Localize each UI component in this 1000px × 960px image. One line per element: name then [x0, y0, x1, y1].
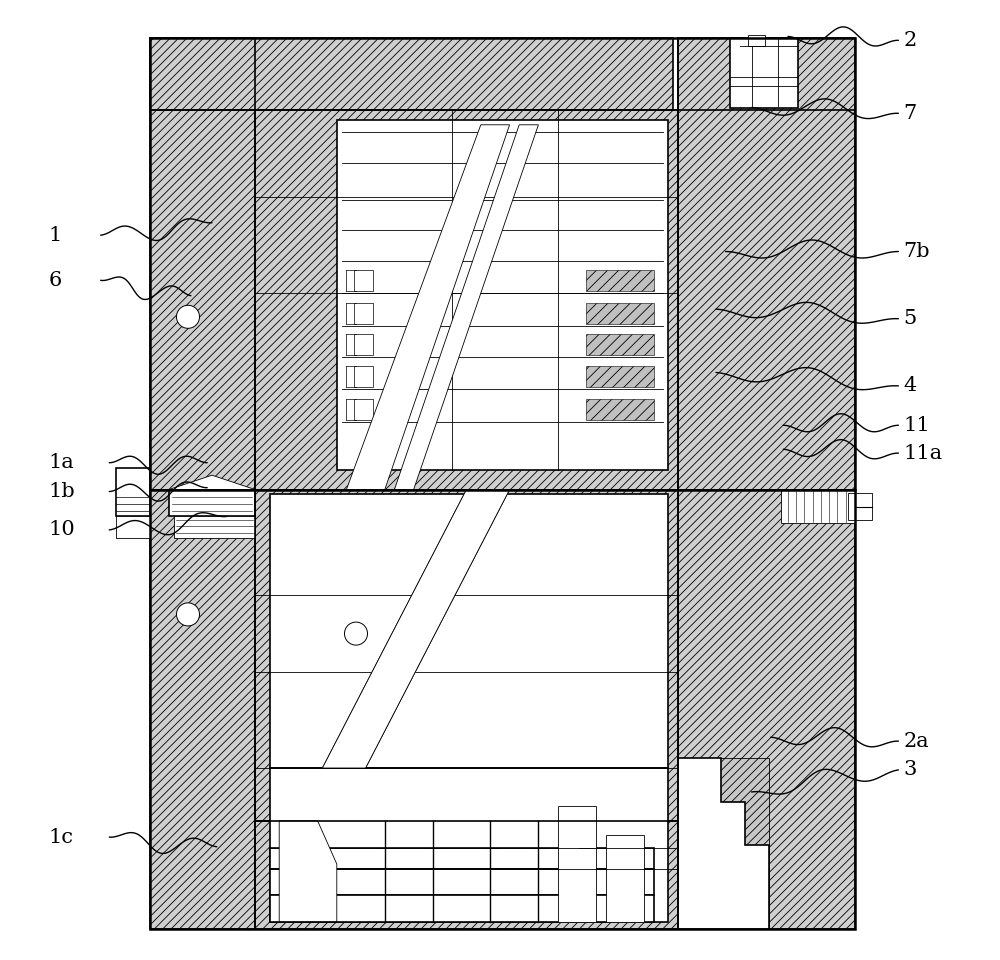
- Bar: [255, 110, 678, 490]
- Text: 1a: 1a: [49, 453, 75, 472]
- Bar: [730, 38, 798, 108]
- Bar: [606, 835, 644, 922]
- Bar: [848, 493, 872, 520]
- Bar: [678, 38, 855, 490]
- Text: 1b: 1b: [49, 482, 75, 501]
- Bar: [150, 38, 255, 490]
- Polygon shape: [169, 475, 255, 490]
- Bar: [270, 869, 654, 895]
- Text: 7: 7: [903, 104, 916, 123]
- Bar: [354, 399, 373, 420]
- Text: 10: 10: [49, 520, 76, 540]
- Bar: [337, 120, 668, 470]
- Bar: [354, 270, 373, 291]
- Bar: [678, 490, 855, 929]
- Polygon shape: [394, 125, 538, 490]
- Bar: [270, 895, 654, 922]
- Bar: [781, 490, 855, 523]
- Bar: [586, 399, 654, 420]
- Bar: [748, 35, 765, 46]
- Bar: [678, 758, 769, 929]
- Text: 5: 5: [903, 309, 916, 328]
- Bar: [150, 38, 673, 110]
- Text: 11: 11: [903, 416, 930, 435]
- Circle shape: [344, 622, 368, 645]
- Polygon shape: [678, 758, 769, 929]
- Bar: [354, 303, 373, 324]
- Bar: [270, 494, 668, 768]
- Circle shape: [176, 603, 200, 626]
- Bar: [586, 334, 654, 355]
- Bar: [150, 490, 255, 929]
- Polygon shape: [346, 125, 510, 490]
- Bar: [255, 490, 678, 821]
- Polygon shape: [322, 490, 510, 768]
- Text: 1: 1: [49, 226, 62, 245]
- Bar: [586, 366, 654, 387]
- Bar: [354, 334, 373, 355]
- Bar: [586, 270, 654, 291]
- Bar: [270, 768, 668, 922]
- Text: 1c: 1c: [49, 828, 74, 847]
- Bar: [150, 38, 855, 929]
- Polygon shape: [169, 490, 255, 516]
- Bar: [354, 366, 373, 387]
- Text: 6: 6: [49, 271, 62, 290]
- Text: 11a: 11a: [903, 444, 942, 463]
- Polygon shape: [174, 516, 255, 538]
- Bar: [255, 821, 678, 929]
- Polygon shape: [322, 490, 510, 768]
- Bar: [558, 806, 596, 922]
- Circle shape: [176, 305, 200, 328]
- Polygon shape: [279, 821, 337, 922]
- Bar: [116, 468, 150, 516]
- Text: 2a: 2a: [903, 732, 929, 751]
- Text: 3: 3: [903, 760, 917, 780]
- Text: 7b: 7b: [903, 242, 930, 261]
- Bar: [586, 303, 654, 324]
- Text: 2: 2: [903, 31, 916, 50]
- Text: 4: 4: [903, 376, 916, 396]
- Bar: [116, 516, 150, 538]
- Bar: [270, 848, 654, 869]
